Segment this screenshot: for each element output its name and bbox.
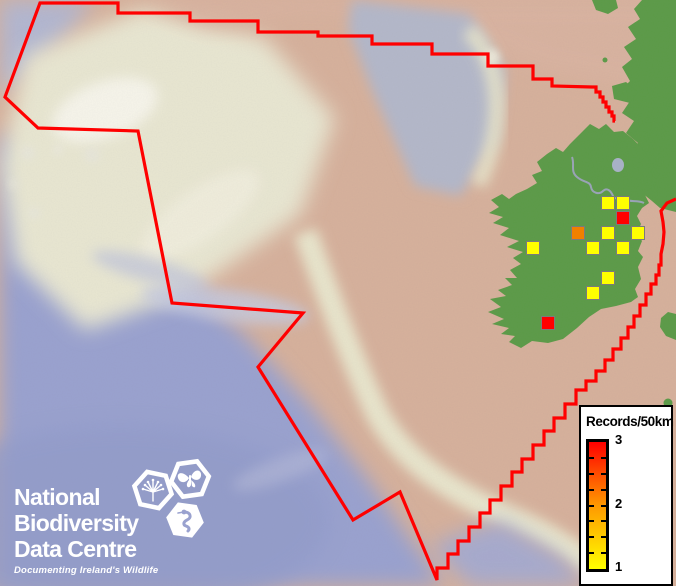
legend-panel: Records/50km 3 2 1: [579, 405, 674, 586]
legend-tick-label: 2: [615, 495, 623, 511]
legend-tick-label: 1: [615, 559, 623, 574]
nbdc-logo: National Biodiversity Data Centre Docume…: [14, 484, 158, 576]
grid-cell[interactable]: [541, 316, 555, 330]
grid-cell[interactable]: [586, 286, 600, 300]
legend-tick: [601, 520, 606, 522]
legend-tick: [589, 520, 594, 522]
legend-gradient-bar: [586, 439, 609, 572]
legend-tick: [601, 473, 606, 475]
legend-tick-label: 3: [615, 432, 623, 447]
legend-title: Records/50km: [586, 414, 674, 429]
grid-cell[interactable]: [526, 241, 540, 255]
grid-cell[interactable]: [631, 226, 645, 240]
legend-tick: [589, 552, 594, 554]
logo-line3: Data Centre: [14, 536, 137, 562]
grid-cell[interactable]: [616, 211, 630, 225]
butterfly-icon: [168, 458, 212, 500]
legend-tick: [589, 473, 594, 475]
grid-cell[interactable]: [601, 196, 615, 210]
logo-line2: Biodiversity: [14, 510, 139, 536]
legend-tick: [601, 552, 606, 554]
legend-tick: [601, 489, 606, 491]
legend-tick: [589, 536, 594, 538]
maritime-boundary-line: [3, 1, 676, 581]
legend-tick: [601, 457, 606, 459]
grid-cell[interactable]: [601, 271, 615, 285]
lough-neagh: [612, 158, 624, 172]
grid-cell[interactable]: [586, 241, 600, 255]
seahorse-icon: [166, 502, 204, 538]
legend-tick: [589, 505, 594, 507]
logo-tagline: Documenting Ireland's Wildlife: [14, 565, 159, 576]
grid-cell[interactable]: [571, 226, 585, 240]
nbdc-logo-hexagons: [131, 458, 212, 538]
legend-tick: [601, 505, 606, 507]
grid-cell[interactable]: [601, 226, 615, 240]
legend-tick: [589, 489, 594, 491]
plant-icon: [131, 469, 175, 511]
grid-cell[interactable]: [616, 196, 630, 210]
legend-tick: [601, 536, 606, 538]
grid-cell[interactable]: [616, 241, 630, 255]
logo-line1: National: [14, 484, 101, 510]
legend-tick: [589, 457, 594, 459]
